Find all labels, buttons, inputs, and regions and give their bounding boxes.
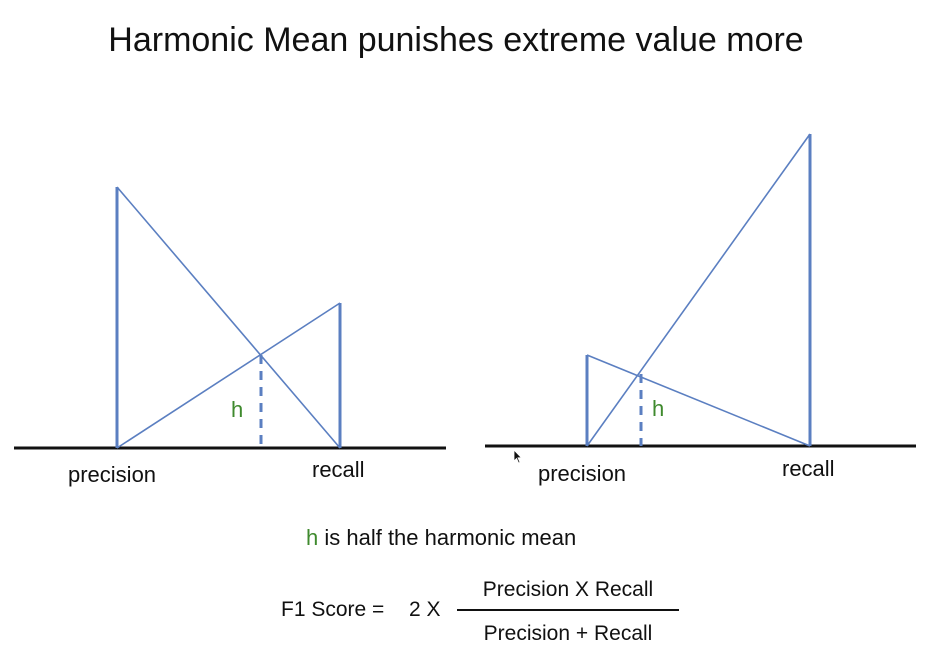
right-diagram: [485, 133, 916, 448]
left-diagram: [14, 186, 446, 450]
caption: h is half the harmonic mean: [306, 524, 576, 552]
mouse-cursor-icon: [514, 450, 522, 464]
right-cross-line-from-precision: [586, 354, 811, 447]
formula-lhs: F1 Score =: [281, 598, 385, 621]
right-cross-line-from-recall: [586, 133, 811, 447]
formula-numerator: Precision X Recall: [482, 578, 654, 601]
right-recall-label: recall: [782, 456, 835, 481]
formula-denominator: Precision + Recall: [483, 622, 653, 645]
formula-factor: 2 X: [409, 598, 441, 621]
caption-h: h: [306, 525, 319, 550]
left-h-label: h: [231, 397, 244, 422]
slide-title: Harmonic Mean punishes extreme value mor…: [108, 21, 804, 59]
left-cross-line-from-recall: [116, 302, 341, 449]
caption-text: is half the harmonic mean: [318, 525, 577, 550]
left-recall-label: recall: [312, 457, 365, 482]
right-precision-label: precision: [538, 461, 627, 486]
formula-fraction-bar: [457, 609, 679, 611]
left-cross-line-from-precision: [116, 186, 341, 449]
left-precision-label: precision: [68, 462, 157, 487]
right-h-label: h: [652, 396, 665, 421]
